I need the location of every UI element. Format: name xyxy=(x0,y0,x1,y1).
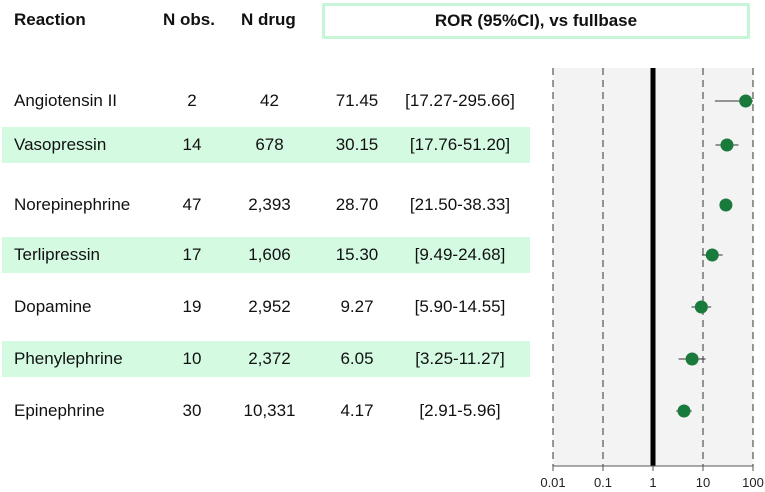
data-point xyxy=(719,198,733,212)
cell-name: Dopamine xyxy=(14,297,92,316)
cell-n-drug: 1,606 xyxy=(248,245,291,264)
cell-n-drug: 2,952 xyxy=(248,297,291,316)
cell-n-obs: 47 xyxy=(182,195,202,214)
cell-ci: [5.90-14.55] xyxy=(414,297,506,316)
cell-ci: [17.76-51.20] xyxy=(409,135,511,154)
table-row: Angiotensin II 2 42 71.45 [17.27-295.66] xyxy=(2,83,530,119)
table-row: Vasopressin 14 678 30.15 [17.76-51.20] xyxy=(2,127,530,163)
cell-ci: [2.91-5.96] xyxy=(419,401,501,420)
data-point xyxy=(694,300,708,314)
cell-n-drug: 10,331 xyxy=(243,401,296,420)
cell-name: Norepinephrine xyxy=(14,195,131,214)
cell-n-obs: 19 xyxy=(182,297,202,316)
cell-n-obs: 17 xyxy=(182,245,202,264)
x-tick-label: 100 xyxy=(742,475,764,490)
cell-name: Terlipressin xyxy=(14,245,100,264)
cell-ci: [21.50-38.33] xyxy=(409,195,511,214)
table-row: Norepinephrine 47 2,393 28.70 [21.50-38.33] xyxy=(2,187,530,223)
cell-ci: [17.27-295.66] xyxy=(405,91,515,110)
data-point xyxy=(720,138,734,152)
cell-name: Vasopressin xyxy=(14,135,107,154)
cell-n-obs: 2 xyxy=(187,91,197,110)
cell-ror: 9.27 xyxy=(340,297,374,316)
data-point xyxy=(685,352,699,366)
cell-n-obs: 10 xyxy=(182,349,202,368)
cell-n-obs: 14 xyxy=(182,135,202,154)
cell-ci: [3.25-11.27] xyxy=(415,349,505,368)
cell-n-drug: 2,393 xyxy=(248,195,291,214)
cell-name: Angiotensin II xyxy=(14,91,118,110)
cell-ror: 71.45 xyxy=(335,91,379,110)
cell-n-drug: 42 xyxy=(260,91,279,110)
table-row: Phenylephrine 10 2,372 6.05 [3.25-11.27] xyxy=(2,341,530,377)
cell-ci: [9.49-24.68] xyxy=(414,245,506,264)
cell-name: Phenylephrine xyxy=(14,349,123,368)
cell-n-drug: 678 xyxy=(255,135,284,154)
table-row: Terlipressin 17 1,606 15.30 [9.49-24.68] xyxy=(2,237,530,273)
header-ror: ROR (95%CI), vs fullbase xyxy=(322,3,750,39)
x-tick-label: 1 xyxy=(649,475,656,490)
x-tick-label: 0.01 xyxy=(540,475,565,490)
x-tick-label: 0.1 xyxy=(594,475,612,490)
header-n-obs: N obs. xyxy=(163,10,215,29)
cell-ror: 15.30 xyxy=(335,245,379,264)
cell-ror: 28.70 xyxy=(335,195,379,214)
data-point xyxy=(677,404,691,418)
x-tick-label: 10 xyxy=(696,475,710,490)
cell-ror: 6.05 xyxy=(340,349,374,368)
table-row: Dopamine 19 2,952 9.27 [5.90-14.55] xyxy=(2,289,530,325)
cell-n-obs: 30 xyxy=(182,401,202,420)
header-n-drug: N drug xyxy=(241,10,296,29)
header-reaction: Reaction xyxy=(14,10,86,29)
data-point xyxy=(739,94,753,108)
table-row: Epinephrine 30 10,331 4.17 [2.91-5.96] xyxy=(2,393,530,429)
cell-ror: 30.15 xyxy=(335,135,379,154)
cell-ror: 4.17 xyxy=(340,401,374,420)
cell-n-drug: 2,372 xyxy=(248,349,291,368)
cell-name: Epinephrine xyxy=(14,401,105,420)
data-point xyxy=(705,248,719,262)
